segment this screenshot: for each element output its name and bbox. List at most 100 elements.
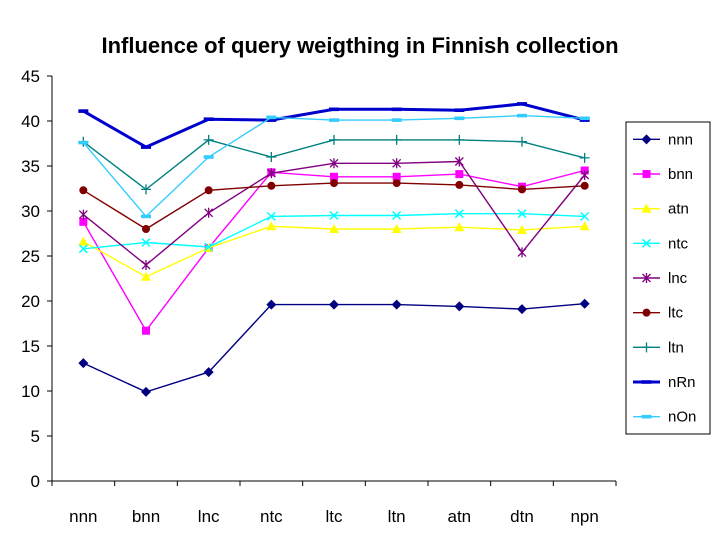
data-point-nOn xyxy=(329,118,339,122)
data-point-nOn xyxy=(266,115,277,120)
series-nRn xyxy=(78,102,590,149)
legend-marker xyxy=(641,414,652,419)
legend-item-ntc: ntc xyxy=(633,235,689,252)
series-atn xyxy=(78,221,590,281)
data-point-ltc xyxy=(455,180,464,189)
data-point-ltn xyxy=(203,134,214,145)
data-point-ltc xyxy=(330,179,338,188)
data-point-ntc xyxy=(329,210,339,221)
legend-label: bnn xyxy=(668,166,693,183)
data-point-ltc xyxy=(518,185,526,194)
y-tick-label: 15 xyxy=(21,337,40,356)
data-point-atn xyxy=(579,221,590,231)
data-point-nOn xyxy=(579,116,590,121)
data-point-nRn xyxy=(517,102,527,106)
data-point-ltn xyxy=(141,184,151,195)
y-tick-label: 0 xyxy=(31,472,40,491)
data-point-lnc xyxy=(266,168,276,179)
data-point-nnn xyxy=(329,299,339,310)
series-layer xyxy=(78,102,590,397)
data-point-nOn xyxy=(203,155,214,159)
x-tick-label: lnc xyxy=(198,507,220,526)
legend-label: atn xyxy=(668,201,689,218)
data-point-nRn xyxy=(579,118,590,122)
legend-marker xyxy=(641,238,652,248)
data-point-nnn xyxy=(203,367,214,378)
data-point-bnn xyxy=(142,326,150,335)
data-point-lnc xyxy=(329,158,339,169)
legend-item-atn: atn xyxy=(633,201,689,218)
legend: nnn bnn atn ntc lnc ltc ltn nRn nOn xyxy=(625,121,711,435)
data-point-lnc xyxy=(454,156,464,167)
data-point-ntc xyxy=(78,244,88,254)
data-point-ntc xyxy=(392,210,402,221)
data-point-ltn xyxy=(266,152,277,162)
legend-marker xyxy=(641,134,652,145)
data-point-bnn xyxy=(455,170,464,179)
data-point-nnn xyxy=(391,299,402,310)
data-point-nRn xyxy=(454,108,465,112)
legend-item-nnn: nnn xyxy=(633,131,693,148)
series-lnc xyxy=(78,156,590,270)
data-point-atn xyxy=(266,221,277,231)
data-point-bnn xyxy=(79,217,88,226)
data-point-lnc xyxy=(392,158,402,169)
series-nOn xyxy=(78,113,590,219)
data-point-nOn xyxy=(141,214,151,219)
x-tick-label: npn xyxy=(570,507,598,526)
data-point-nRn xyxy=(391,107,402,112)
legend-marker xyxy=(641,380,652,384)
x-tick-label: ltc xyxy=(326,507,344,526)
data-point-nnn xyxy=(517,304,527,315)
series-nnn xyxy=(78,298,590,397)
x-tick-label: nnn xyxy=(69,507,97,526)
chart-title: Influence of query weigthing in Finnish … xyxy=(101,33,618,58)
data-point-atn xyxy=(141,271,151,281)
legend-marker xyxy=(641,203,652,213)
legend-item-nOn: nOn xyxy=(633,409,696,426)
data-point-nnn xyxy=(454,301,465,312)
data-point-ltc xyxy=(142,225,150,233)
data-point-ltn xyxy=(454,134,465,145)
data-point-ltc xyxy=(267,181,276,190)
data-point-ltc xyxy=(79,186,88,195)
data-point-ntc xyxy=(454,209,464,219)
legend-item-ltc: ltc xyxy=(633,305,684,322)
data-point-ntc xyxy=(204,242,214,252)
data-point-lnc xyxy=(204,207,214,218)
y-tick-label: 40 xyxy=(21,112,40,131)
legend-label: ltc xyxy=(668,305,684,322)
data-point-nRn xyxy=(78,109,89,113)
legend-label: ltn xyxy=(668,339,684,356)
data-point-atn xyxy=(391,224,402,233)
data-point-lnc xyxy=(580,170,590,180)
data-point-atn xyxy=(517,224,527,234)
legend-label: nOn xyxy=(668,409,696,426)
data-point-ltc xyxy=(580,181,589,190)
series-ltc xyxy=(79,179,589,233)
data-point-lnc xyxy=(517,247,527,258)
legend-item-ltn: ltn xyxy=(633,339,684,356)
data-point-nOn xyxy=(517,113,527,118)
data-point-bnn xyxy=(330,172,338,181)
x-tick-label: ntc xyxy=(260,507,283,526)
series-ntc xyxy=(78,209,590,254)
data-point-ltn xyxy=(579,152,590,163)
legend-label: nRn xyxy=(668,374,696,391)
data-point-ntc xyxy=(517,209,527,219)
x-tick-label: dtn xyxy=(510,507,534,526)
series-line-nnn xyxy=(83,303,585,393)
data-point-atn xyxy=(329,224,339,233)
data-point-ntc xyxy=(266,211,276,221)
data-point-nnn xyxy=(141,386,151,397)
data-point-nRn xyxy=(266,118,277,122)
data-point-ntc xyxy=(141,237,151,248)
data-point-ltc xyxy=(392,179,401,188)
x-tick-label: bnn xyxy=(132,507,160,526)
data-point-nnn xyxy=(78,358,89,369)
data-point-ltc xyxy=(204,186,213,195)
data-point-lnc xyxy=(78,209,88,220)
data-point-lnc xyxy=(141,260,151,270)
y-tick-label: 25 xyxy=(21,247,40,266)
y-tick-label: 45 xyxy=(21,67,40,86)
